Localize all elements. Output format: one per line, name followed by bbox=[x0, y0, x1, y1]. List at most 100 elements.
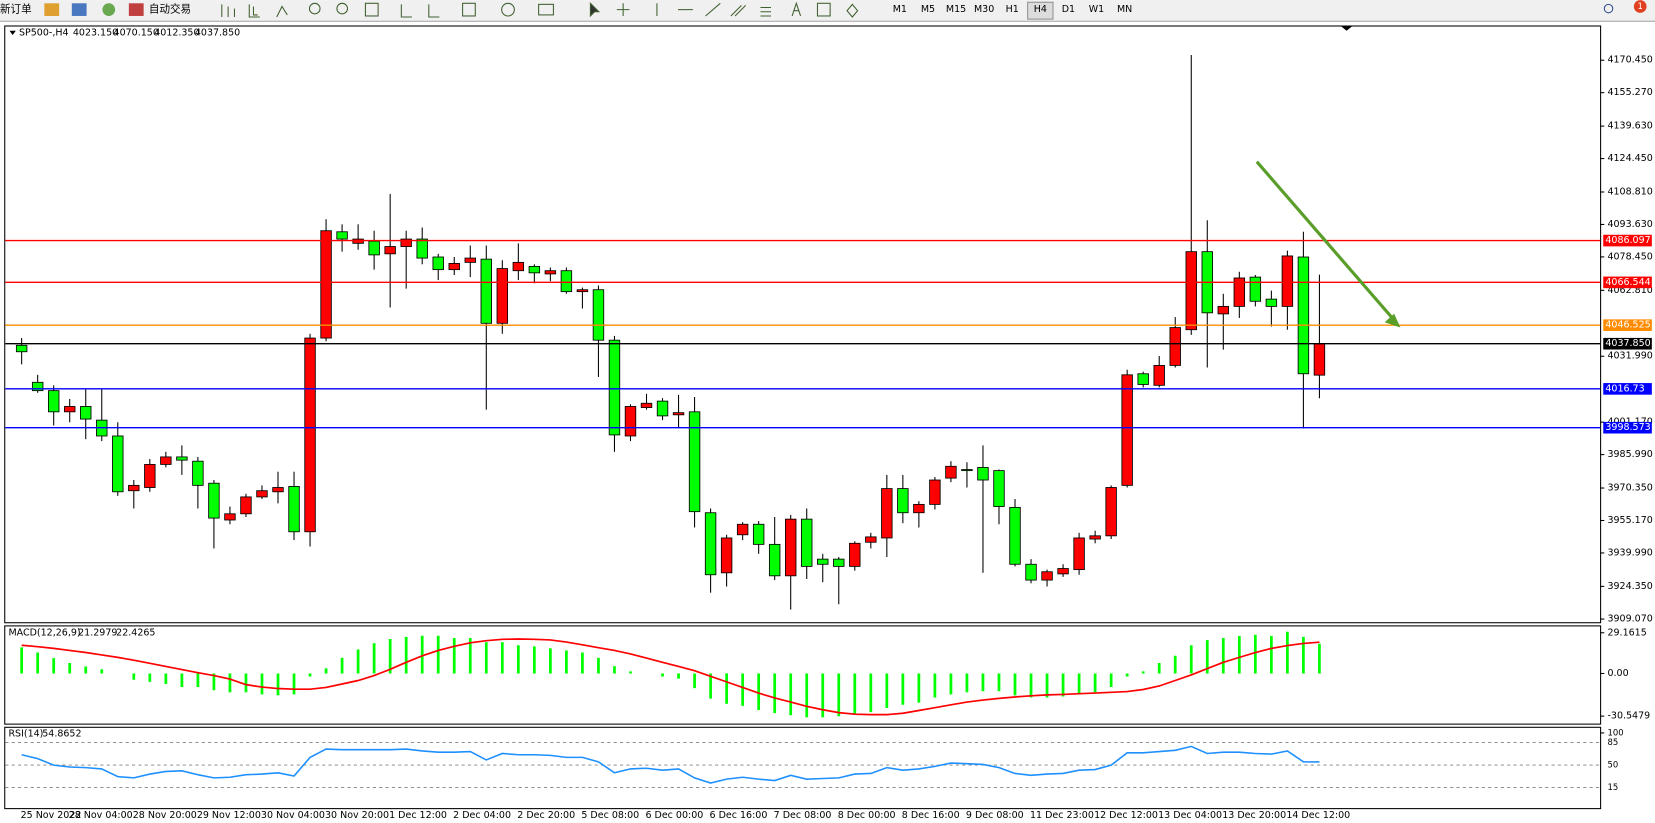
timeframe-bar: M1 M5 M15 M30 H1 H4 D1 W1 MN bbox=[893, 1, 1132, 20]
y-tick-label: 3924.350 bbox=[1607, 581, 1652, 592]
x-tick-label: 5 Dec 08:00 bbox=[581, 810, 639, 821]
candle-body bbox=[849, 542, 861, 567]
toolbar-icon[interactable] bbox=[308, 2, 321, 15]
candle-body bbox=[288, 486, 300, 533]
y-tick-label: 4062.810 bbox=[1607, 285, 1652, 296]
price-level-label: 4016.73 bbox=[1605, 383, 1644, 394]
toolbar-icon[interactable] bbox=[760, 6, 771, 17]
candle-body bbox=[1313, 343, 1326, 376]
notification-badge[interactable] bbox=[1633, 0, 1647, 13]
signal-value: 22.4265 bbox=[116, 627, 155, 638]
toolbar-icon[interactable] bbox=[538, 3, 554, 16]
toolbar-icon[interactable] bbox=[336, 2, 349, 15]
candle-body bbox=[704, 512, 717, 576]
candle-body bbox=[1073, 537, 1085, 571]
toolbar-icon[interactable] bbox=[616, 3, 630, 16]
candle-body bbox=[1025, 563, 1037, 581]
toolbar bbox=[0, 0, 1655, 22]
candle-body bbox=[1089, 535, 1101, 540]
price-level-tag bbox=[1603, 234, 1652, 247]
y-tick-label: 4031.990 bbox=[1607, 351, 1652, 362]
candle-body bbox=[496, 268, 509, 324]
macd-value: 21.2979 bbox=[78, 627, 117, 638]
toolbar-icon[interactable] bbox=[128, 3, 144, 16]
toolbar-icon[interactable] bbox=[462, 2, 476, 17]
candle-body bbox=[480, 258, 492, 324]
timeframe-button[interactable]: M30 bbox=[974, 4, 994, 15]
y-tick-label: 4093.630 bbox=[1607, 219, 1652, 230]
toolbar-icon[interactable] bbox=[501, 2, 515, 17]
candle-body bbox=[608, 339, 621, 436]
rsi-line bbox=[21, 745, 1320, 784]
toolbar-icon[interactable] bbox=[248, 4, 260, 18]
new-order-button[interactable]: 新订单 bbox=[0, 3, 32, 16]
candle-body bbox=[785, 518, 797, 577]
chart-window bbox=[0, 22, 1655, 823]
main-panel-frame bbox=[4, 25, 1602, 624]
candle-body bbox=[47, 390, 60, 413]
candle-body bbox=[176, 456, 188, 461]
x-tick-label: 12 Dec 12:00 bbox=[1094, 810, 1158, 821]
candle-body bbox=[464, 257, 476, 263]
search-icon[interactable] bbox=[1603, 3, 1614, 14]
toolbar-icon[interactable] bbox=[276, 5, 288, 18]
y-tick-label: 3970.350 bbox=[1607, 483, 1652, 494]
toolbar-icon[interactable] bbox=[705, 2, 721, 17]
timeframe-button[interactable]: H4 bbox=[1034, 4, 1047, 15]
x-tick-label: 7 Dec 08:00 bbox=[774, 810, 832, 821]
toolbar-icon[interactable] bbox=[364, 2, 379, 17]
toolbar-icon[interactable] bbox=[589, 2, 601, 18]
candle-body bbox=[384, 246, 396, 255]
candle-body bbox=[576, 289, 589, 293]
candle-body bbox=[80, 406, 92, 420]
candle-body bbox=[448, 263, 460, 271]
toolbar-icon[interactable] bbox=[71, 3, 87, 16]
toolbar-icon[interactable] bbox=[730, 5, 747, 17]
toolbar-icon[interactable] bbox=[221, 4, 235, 18]
toolbar-icon[interactable] bbox=[400, 4, 412, 18]
candle-body bbox=[1265, 298, 1278, 307]
timeframe-button[interactable]: W1 bbox=[1089, 4, 1104, 15]
x-tick-label: 14 Dec 12:00 bbox=[1286, 810, 1350, 821]
toolbar-icon[interactable] bbox=[44, 3, 60, 16]
y-tick-label: 4155.270 bbox=[1607, 87, 1652, 98]
candle-body bbox=[400, 238, 412, 247]
y-tick-label: 85 bbox=[1607, 737, 1618, 747]
price-level-tag bbox=[1603, 421, 1652, 434]
toolbar-icon[interactable] bbox=[816, 2, 831, 17]
candle-body bbox=[1281, 255, 1294, 307]
candle-body bbox=[560, 270, 573, 293]
toolbar-icon[interactable] bbox=[846, 3, 859, 18]
auto-trading-button[interactable]: 自动交易 bbox=[149, 3, 191, 16]
toolbar-icon[interactable] bbox=[102, 3, 116, 16]
timeframe-button[interactable]: D1 bbox=[1062, 4, 1075, 15]
candle-body bbox=[112, 435, 124, 493]
candle-body bbox=[1137, 373, 1149, 385]
rsi-value: 54.8652 bbox=[42, 729, 81, 740]
price-level-tag bbox=[1603, 319, 1652, 331]
timeframe-button[interactable]: MN bbox=[1117, 4, 1132, 15]
timeframe-button[interactable]: M5 bbox=[921, 4, 935, 15]
timeframe-button[interactable]: M1 bbox=[893, 4, 907, 15]
candle-body bbox=[1233, 277, 1246, 307]
chart-symbol: SP500-,H4 bbox=[19, 27, 69, 38]
toolbar-icon[interactable] bbox=[428, 4, 440, 18]
indicator-title: MACD(12,26,9) bbox=[8, 627, 80, 638]
y-tick-label: 100 bbox=[1607, 727, 1623, 737]
y-tick-label: 4170.450 bbox=[1607, 55, 1652, 66]
price-level-tag bbox=[1603, 337, 1652, 350]
timeframe-button[interactable]: M15 bbox=[946, 4, 966, 15]
ohlc-value: 4070.150 bbox=[114, 27, 159, 38]
ohlc-value: 4012.350 bbox=[154, 27, 199, 38]
candle-body bbox=[224, 513, 236, 521]
toolbar-icon[interactable] bbox=[791, 1, 802, 17]
x-tick-label: 29 Nov 12:00 bbox=[197, 810, 261, 821]
rsi-panel-frame bbox=[4, 726, 1602, 810]
candle-body bbox=[945, 465, 957, 479]
candle-body bbox=[720, 537, 733, 574]
ohlc-value: 4023.150 bbox=[73, 27, 118, 38]
y-tick-label: 3939.990 bbox=[1607, 547, 1652, 558]
candle-body bbox=[272, 487, 284, 493]
timeframe-button[interactable]: H1 bbox=[1006, 4, 1019, 15]
